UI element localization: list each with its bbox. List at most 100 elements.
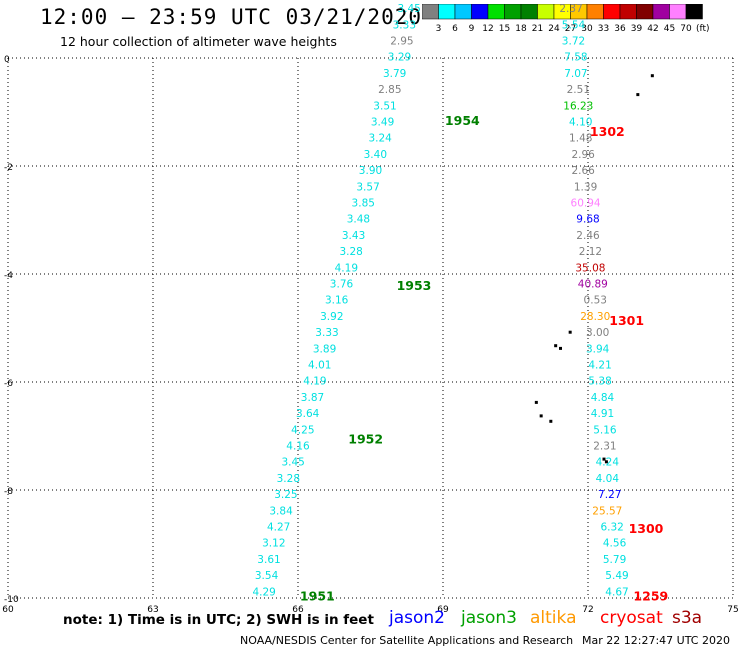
x-tick-label: 72 xyxy=(582,605,593,615)
wave-height-value: 3.29 xyxy=(388,52,411,64)
colorbar-unit: (ft) xyxy=(696,24,710,34)
island-mark xyxy=(650,74,654,78)
wave-height-value: 3.49 xyxy=(371,117,394,129)
wave-height-value: 5.79 xyxy=(603,554,626,566)
track-time-label: 1301 xyxy=(609,313,644,328)
colorbar-label: 27 xyxy=(565,24,576,34)
track-time-label: 1951 xyxy=(300,588,335,603)
wave-height-value: 2.85 xyxy=(378,84,401,96)
wave-height-value: 2.12 xyxy=(579,246,602,258)
footer-note: note: 1) Time is in UTC; 2) SWH is in fe… xyxy=(63,612,374,628)
wave-height-value: 3.43 xyxy=(342,230,365,242)
wave-height-value: 2.31 xyxy=(593,441,616,453)
wave-height-value: 3.16 xyxy=(325,295,349,307)
wave-height-value: 3.84 xyxy=(269,505,293,517)
wave-height-value: 4.24 xyxy=(596,457,620,469)
colorbar-label: 39 xyxy=(631,24,643,34)
wave-height-value: 2.66 xyxy=(571,165,595,177)
wave-height-value: 3.76 xyxy=(330,279,354,291)
wave-height-value: 2.51 xyxy=(567,84,590,96)
colorbar-label: 9 xyxy=(469,24,475,34)
legend-jason3: jason3 xyxy=(461,608,517,628)
track-time-label: 1302 xyxy=(590,124,625,139)
y-tick-label: -4 xyxy=(4,271,13,281)
x-tick-label: 66 xyxy=(292,605,304,615)
wave-height-value: 3.61 xyxy=(257,554,280,566)
y-tick-label: -6 xyxy=(4,379,13,389)
track-time-label: 1952 xyxy=(348,432,383,447)
island-mark xyxy=(636,93,640,97)
wave-height-value: 4.01 xyxy=(308,360,331,372)
wave-height-value: 3.45 xyxy=(397,3,420,15)
colorbar-label: 30 xyxy=(581,24,593,34)
map-title: 12:00 – 23:59 UTC 03/21/2020 xyxy=(40,5,423,29)
wave-height-value: 4.91 xyxy=(591,408,614,420)
island-mark xyxy=(568,330,572,334)
colorbar-swatch xyxy=(685,4,703,20)
wave-height-value: 4.27 xyxy=(267,522,290,534)
colorbar-label: 21 xyxy=(532,24,543,34)
wave-height-value: 3.72 xyxy=(562,36,585,48)
wave-height-value: 3.94 xyxy=(586,343,610,355)
colorbar-label: 36 xyxy=(614,24,626,34)
wave-height-value: 4.21 xyxy=(588,360,611,372)
wave-height-value: 3.79 xyxy=(383,68,406,80)
wave-height-value: 3.92 xyxy=(320,311,343,323)
colorbar-label: 18 xyxy=(515,24,527,34)
wave-height-value: 5.16 xyxy=(593,424,617,436)
colorbar-label: 6 xyxy=(452,24,458,34)
wave-height-value: 5.38 xyxy=(588,376,611,388)
wave-height-value: 3.12 xyxy=(262,538,285,550)
track-time-label: 1300 xyxy=(629,521,664,536)
wave-height-value: 3.33 xyxy=(393,19,416,31)
wave-height-value: 2.37 xyxy=(559,3,582,15)
wave-height-value: 4.10 xyxy=(569,117,592,129)
wave-height-value: 3.24 xyxy=(368,133,392,145)
wave-height-value: 4.29 xyxy=(252,586,275,598)
wave-height-value: 3.00 xyxy=(586,327,609,339)
wave-height-value: 1.39 xyxy=(574,181,597,193)
credit-line: NOAA/NESDIS Center for Satellite Applica… xyxy=(240,634,574,647)
wave-height-value: 7.58 xyxy=(564,52,587,64)
wave-height-value: 3.40 xyxy=(364,149,387,161)
wave-height-value: 6.32 xyxy=(600,522,623,534)
island-mark xyxy=(534,400,538,404)
x-tick-label: 69 xyxy=(437,605,449,615)
wave-height-value: 5.49 xyxy=(605,570,628,582)
wave-height-value: 28.30 xyxy=(580,311,610,323)
island-mark xyxy=(549,419,553,423)
wave-height-value: 35.08 xyxy=(575,262,605,274)
x-tick-label: 75 xyxy=(727,605,738,615)
wave-height-value: 9.68 xyxy=(576,214,599,226)
colorbar-label: 12 xyxy=(482,24,493,34)
x-tick-label: 63 xyxy=(147,605,158,615)
y-tick-label: -10 xyxy=(4,595,19,605)
wave-height-value: 0.53 xyxy=(584,295,607,307)
wave-height-value: 2.96 xyxy=(571,149,595,161)
wave-height-value: 4.04 xyxy=(596,473,620,485)
wave-height-value: 3.89 xyxy=(313,343,336,355)
track-time-label: 1954 xyxy=(445,113,480,128)
colorbar-label: 42 xyxy=(647,24,658,34)
wave-height-value: 4.16 xyxy=(286,441,310,453)
legend-altika: altika xyxy=(530,608,577,628)
colorbar-legend: 3 6 9 12 15 18 21 24 27 30 33 36 39 42 45 70 (ft) xyxy=(422,4,710,34)
wave-height-value: 3.51 xyxy=(373,100,396,112)
wave-height-value: 3.45 xyxy=(281,457,304,469)
wave-height-value: 4.84 xyxy=(591,392,615,404)
wave-height-value: 4.25 xyxy=(291,424,314,436)
wave-height-value: 3.54 xyxy=(255,570,279,582)
y-tick-label: -8 xyxy=(4,487,13,497)
wave-height-value: 3.48 xyxy=(347,214,370,226)
wave-height-value: 25.57 xyxy=(592,505,622,517)
island-mark xyxy=(602,457,606,461)
track-time-label: 1259 xyxy=(633,588,668,603)
colorbar-label: 24 xyxy=(548,24,560,34)
wave-height-value: 5.54 xyxy=(562,19,586,31)
colorbar-label: 70 xyxy=(680,24,692,34)
wave-height-value: 4.67 xyxy=(605,586,628,598)
island-mark xyxy=(604,460,608,464)
wave-height-value: 3.57 xyxy=(356,181,379,193)
wave-height-value: 7.27 xyxy=(598,489,621,501)
